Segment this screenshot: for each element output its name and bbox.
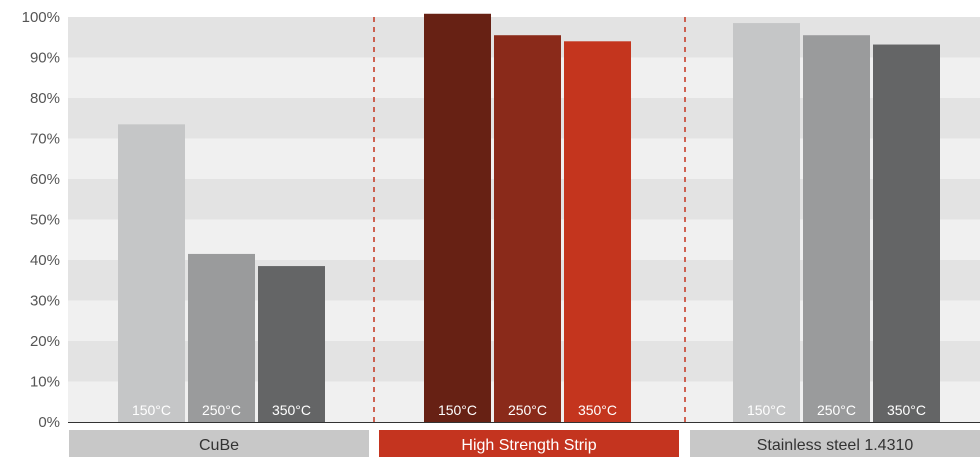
group-label: CuBe — [199, 437, 239, 454]
y-tick-label: 80% — [30, 90, 60, 107]
bar — [803, 35, 870, 422]
y-tick-label: 30% — [30, 293, 60, 310]
bar-label: 350°C — [272, 402, 311, 418]
bars — [118, 13, 940, 423]
bar-label: 250°C — [817, 402, 856, 418]
bar-label: 150°C — [747, 402, 786, 418]
y-tick-label: 10% — [30, 374, 60, 391]
bar-label: 150°C — [132, 402, 171, 418]
bar — [733, 23, 800, 422]
bar — [494, 35, 561, 422]
bar — [424, 13, 491, 422]
group-label: Stainless steel 1.4310 — [757, 437, 914, 454]
group-labels: CuBe High Strength Strip Stainless steel 1… — [69, 430, 980, 457]
y-tick-label: 0% — [38, 414, 60, 431]
bar — [873, 44, 940, 422]
bar-label: 150°C — [438, 402, 477, 418]
group-label-box — [379, 430, 679, 457]
y-tick-label: 20% — [30, 333, 60, 350]
bar-labels: 150°C 250°C 350°C 150°C 250°C 350°C 150°C 250°C… — [132, 402, 926, 418]
bar — [258, 266, 325, 422]
bar — [564, 41, 631, 423]
group-label-box — [69, 430, 369, 457]
y-tick-label: 60% — [30, 171, 60, 188]
group-label: High Strength Strip — [461, 437, 596, 454]
y-tick-label: 90% — [30, 50, 60, 67]
bar-label: 250°C — [508, 402, 547, 418]
bar-label: 250°C — [202, 402, 241, 418]
bar-label: 350°C — [578, 402, 617, 418]
y-tick-label: 40% — [30, 252, 60, 269]
group-label-box — [690, 430, 980, 457]
y-axis-ticks: 0% 10% 20% 30% 40% 50% 60% 70% 80% 90% 100% — [22, 9, 60, 431]
group-separators — [373, 17, 686, 422]
y-tick-label: 100% — [22, 9, 60, 26]
y-tick-label: 50% — [30, 212, 60, 229]
bar — [118, 124, 185, 422]
bar — [188, 253, 255, 422]
y-tick-label: 70% — [30, 131, 60, 148]
bar-label: 350°C — [887, 402, 926, 418]
